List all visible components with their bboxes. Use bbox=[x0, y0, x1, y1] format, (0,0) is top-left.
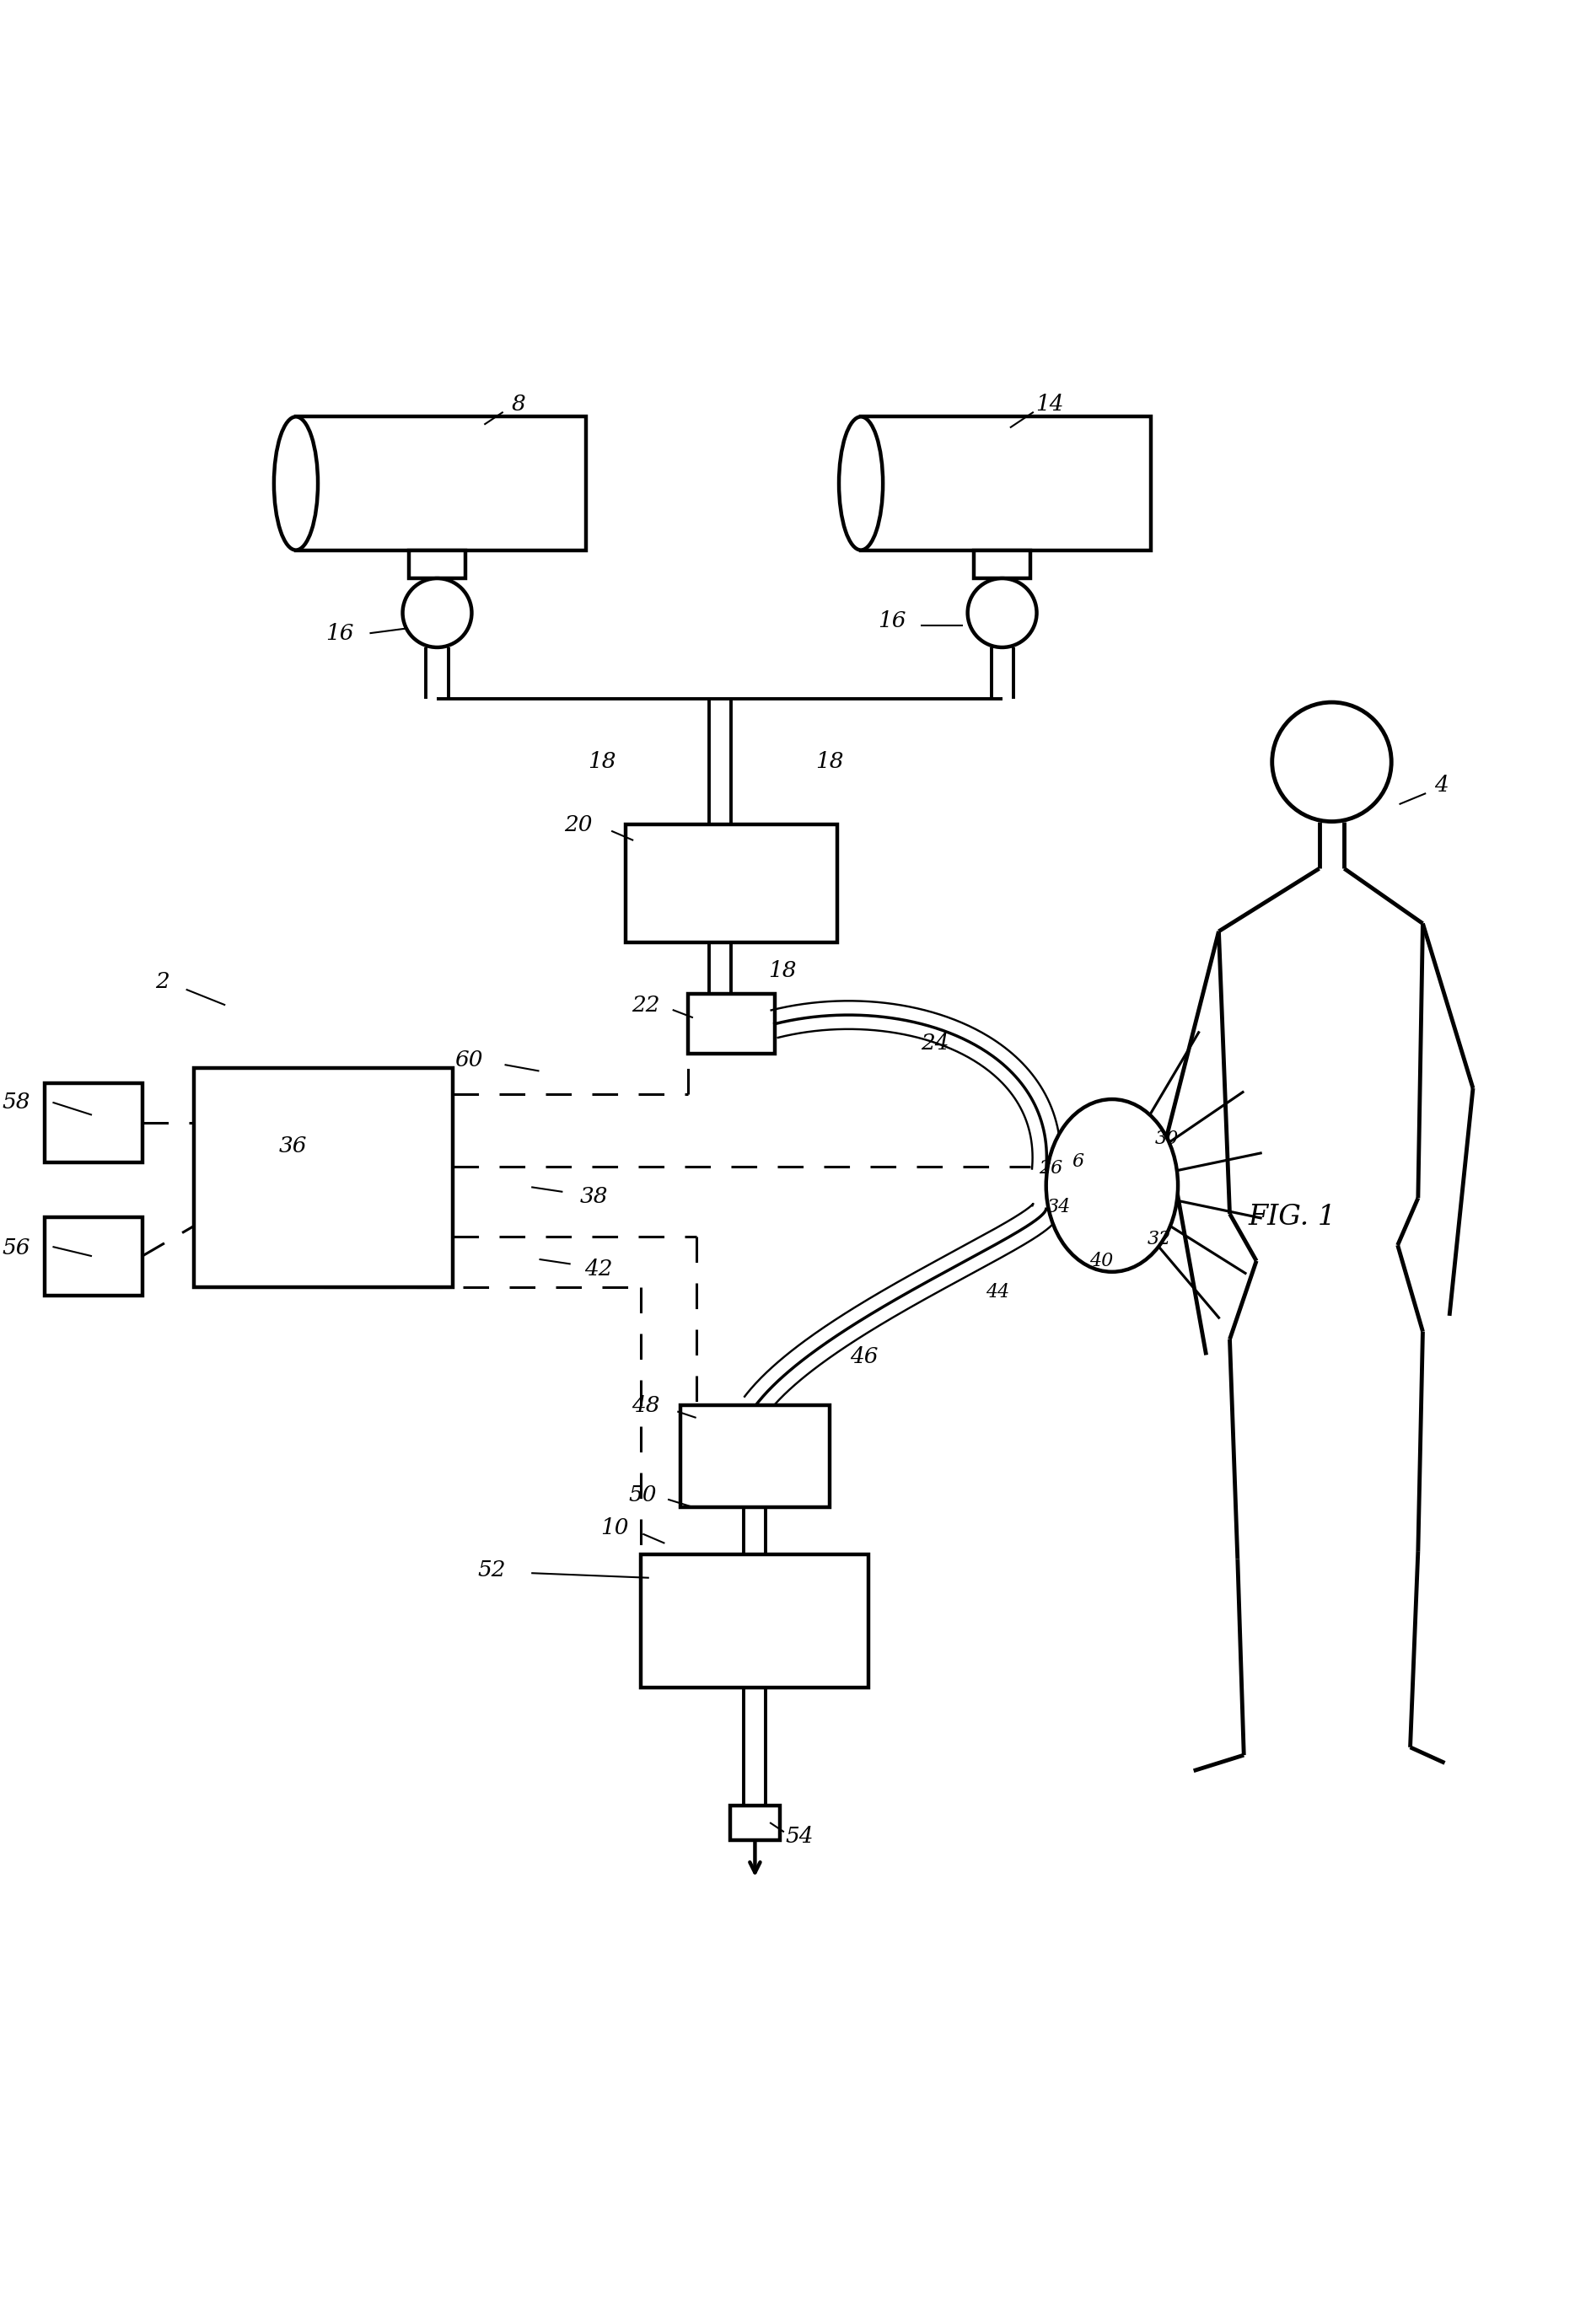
Text: 10: 10 bbox=[600, 1518, 628, 1538]
Text: 16: 16 bbox=[326, 623, 354, 644]
Text: 24: 24 bbox=[920, 1032, 948, 1053]
Bar bbox=[729, 1806, 780, 1841]
Text: 42: 42 bbox=[584, 1257, 613, 1278]
Circle shape bbox=[1273, 702, 1391, 820]
Circle shape bbox=[403, 579, 471, 648]
Bar bbox=[688, 995, 775, 1053]
Text: 6: 6 bbox=[1071, 1153, 1084, 1171]
Text: 2: 2 bbox=[156, 971, 170, 992]
Bar bbox=[973, 551, 1030, 579]
Text: 30: 30 bbox=[1154, 1129, 1178, 1148]
Text: 8: 8 bbox=[512, 393, 526, 414]
Text: 18: 18 bbox=[816, 751, 844, 772]
Text: 44: 44 bbox=[986, 1283, 1010, 1301]
Text: 14: 14 bbox=[1035, 393, 1063, 414]
Text: 18: 18 bbox=[769, 960, 797, 981]
Text: 58: 58 bbox=[3, 1092, 30, 1113]
Bar bbox=[625, 825, 838, 941]
Text: 32: 32 bbox=[1147, 1229, 1172, 1248]
Circle shape bbox=[967, 579, 1036, 648]
Text: 38: 38 bbox=[580, 1185, 608, 1206]
Text: 50: 50 bbox=[628, 1485, 657, 1506]
Text: 40: 40 bbox=[1090, 1253, 1114, 1271]
Bar bbox=[410, 551, 466, 579]
Text: 52: 52 bbox=[477, 1559, 506, 1580]
Text: 56: 56 bbox=[3, 1239, 30, 1260]
Ellipse shape bbox=[1046, 1099, 1178, 1271]
Bar bbox=[862, 416, 1151, 551]
Ellipse shape bbox=[274, 416, 318, 551]
Text: 48: 48 bbox=[632, 1394, 660, 1415]
Text: 54: 54 bbox=[786, 1827, 814, 1848]
Text: 22: 22 bbox=[632, 995, 660, 1016]
Text: 46: 46 bbox=[851, 1346, 879, 1367]
Bar bbox=[680, 1406, 830, 1508]
Text: 16: 16 bbox=[879, 611, 907, 632]
Bar bbox=[194, 1067, 454, 1287]
Text: 34: 34 bbox=[1047, 1199, 1071, 1218]
Text: 60: 60 bbox=[455, 1050, 482, 1071]
Ellipse shape bbox=[839, 416, 884, 551]
Bar bbox=[44, 1083, 142, 1162]
Text: 4: 4 bbox=[1435, 774, 1449, 795]
Text: FIG. 1: FIG. 1 bbox=[1249, 1204, 1337, 1229]
Text: 20: 20 bbox=[564, 813, 592, 834]
Text: 36: 36 bbox=[279, 1136, 307, 1157]
Bar bbox=[44, 1218, 142, 1294]
Bar bbox=[296, 416, 586, 551]
Text: 18: 18 bbox=[587, 751, 616, 772]
Text: 26: 26 bbox=[1040, 1160, 1063, 1178]
Bar bbox=[641, 1555, 869, 1687]
